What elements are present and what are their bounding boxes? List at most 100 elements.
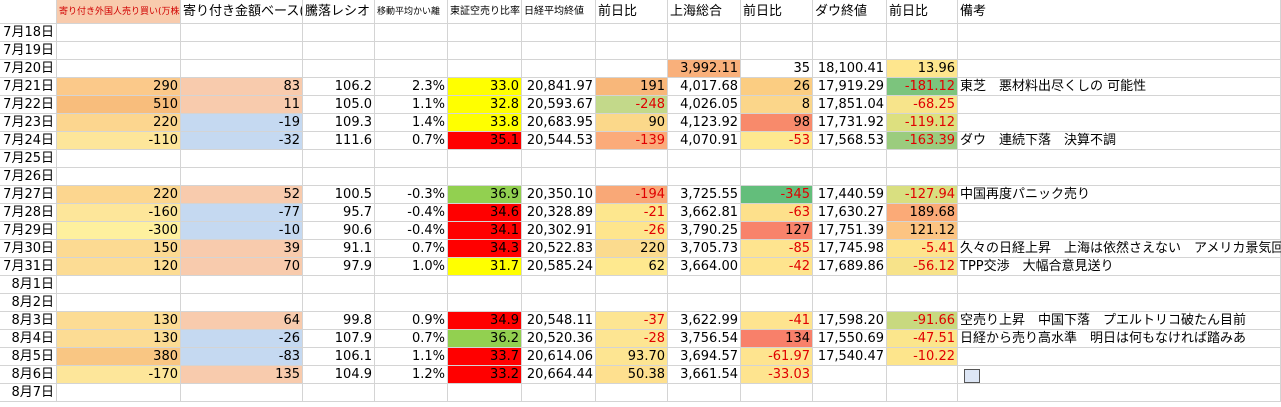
cell[interactable]: 0.7%: [375, 240, 448, 258]
column-header[interactable]: 移動平均かい離: [375, 0, 448, 24]
cell[interactable]: 34.1: [448, 222, 522, 240]
cell[interactable]: -160: [57, 204, 181, 222]
cell[interactable]: -47.51: [887, 330, 958, 348]
cell[interactable]: 64: [181, 312, 303, 330]
row-label[interactable]: 7月19日: [0, 42, 57, 60]
cell[interactable]: 90.6: [303, 222, 375, 240]
cell[interactable]: 1.1%: [375, 96, 448, 114]
cell[interactable]: [522, 276, 596, 294]
cell[interactable]: [813, 42, 887, 60]
cell[interactable]: [57, 60, 181, 78]
column-header[interactable]: 寄り付き外国人売り買い(万株): [57, 0, 181, 24]
column-header[interactable]: ダウ終値: [813, 0, 887, 24]
cell[interactable]: [375, 42, 448, 60]
cell[interactable]: [887, 276, 958, 294]
column-header[interactable]: 上海総合: [668, 0, 741, 24]
cell[interactable]: [813, 150, 887, 168]
cell[interactable]: -194: [596, 186, 668, 204]
cell[interactable]: [958, 222, 1281, 240]
cell[interactable]: [813, 24, 887, 42]
cell[interactable]: [303, 60, 375, 78]
cell[interactable]: [303, 168, 375, 186]
cell[interactable]: [887, 294, 958, 312]
cell[interactable]: 17,540.47: [813, 348, 887, 366]
cell[interactable]: [958, 60, 1281, 78]
cell[interactable]: [375, 384, 448, 402]
cell[interactable]: [522, 150, 596, 168]
row-label[interactable]: 8月7日: [0, 384, 57, 402]
cell[interactable]: 83: [181, 78, 303, 96]
row-label[interactable]: 7月31日: [0, 258, 57, 276]
cell[interactable]: 20,593.67: [522, 96, 596, 114]
cell[interactable]: 1.0%: [375, 258, 448, 276]
cell[interactable]: [522, 168, 596, 186]
cell[interactable]: 31.7: [448, 258, 522, 276]
cell[interactable]: [57, 42, 181, 60]
cell[interactable]: 3,756.54: [668, 330, 741, 348]
cell[interactable]: 52: [181, 186, 303, 204]
cell[interactable]: 26: [741, 78, 813, 96]
cell[interactable]: 20,520.36: [522, 330, 596, 348]
row-label[interactable]: 7月25日: [0, 150, 57, 168]
cell[interactable]: -10.22: [887, 348, 958, 366]
cell[interactable]: -0.4%: [375, 204, 448, 222]
cell[interactable]: 35: [741, 60, 813, 78]
cell[interactable]: [958, 24, 1281, 42]
cell[interactable]: [596, 150, 668, 168]
cell[interactable]: 0.7%: [375, 132, 448, 150]
cell[interactable]: -77: [181, 204, 303, 222]
cell[interactable]: 33.8: [448, 114, 522, 132]
cell[interactable]: [303, 276, 375, 294]
cell[interactable]: 0.7%: [375, 330, 448, 348]
column-header[interactable]: 騰落レシオ: [303, 0, 375, 24]
cell[interactable]: 3,662.81: [668, 204, 741, 222]
row-label[interactable]: 7月29日: [0, 222, 57, 240]
cell[interactable]: 20,548.11: [522, 312, 596, 330]
cell[interactable]: 17,550.69: [813, 330, 887, 348]
cell[interactable]: -5.41: [887, 240, 958, 258]
cell[interactable]: 32.8: [448, 96, 522, 114]
row-label[interactable]: 8月1日: [0, 276, 57, 294]
cell[interactable]: 98: [741, 114, 813, 132]
cell[interactable]: -300: [57, 222, 181, 240]
cell[interactable]: [958, 114, 1281, 132]
cell[interactable]: 1.2%: [375, 366, 448, 384]
cell[interactable]: [522, 384, 596, 402]
column-header[interactable]: 備考: [958, 0, 1281, 24]
cell[interactable]: [596, 276, 668, 294]
cell[interactable]: -181.12: [887, 78, 958, 96]
cell[interactable]: [448, 276, 522, 294]
cell[interactable]: 17,745.98: [813, 240, 887, 258]
cell[interactable]: 3,622.99: [668, 312, 741, 330]
cell[interactable]: 135: [181, 366, 303, 384]
cell[interactable]: -170: [57, 366, 181, 384]
cell[interactable]: [741, 294, 813, 312]
cell[interactable]: [448, 60, 522, 78]
column-header[interactable]: 日経平均終値: [522, 0, 596, 24]
cell[interactable]: 17,751.39: [813, 222, 887, 240]
cell[interactable]: -28: [596, 330, 668, 348]
cell[interactable]: [57, 24, 181, 42]
cell[interactable]: [887, 366, 958, 384]
cell[interactable]: -19: [181, 114, 303, 132]
cell[interactable]: 33.7: [448, 348, 522, 366]
cell[interactable]: [741, 168, 813, 186]
cell[interactable]: 105.0: [303, 96, 375, 114]
cell[interactable]: -139: [596, 132, 668, 150]
cell[interactable]: 3,705.73: [668, 240, 741, 258]
cell[interactable]: 20,328.89: [522, 204, 596, 222]
cell[interactable]: [522, 294, 596, 312]
cell[interactable]: [958, 96, 1281, 114]
cell[interactable]: 220: [596, 240, 668, 258]
cell[interactable]: 106.2: [303, 78, 375, 96]
cell[interactable]: 11: [181, 96, 303, 114]
row-label[interactable]: 8月6日: [0, 366, 57, 384]
cell[interactable]: [375, 150, 448, 168]
row-label[interactable]: 7月27日: [0, 186, 57, 204]
cell[interactable]: -127.94: [887, 186, 958, 204]
paste-options-icon[interactable]: [964, 369, 980, 383]
cell[interactable]: [375, 168, 448, 186]
cell[interactable]: [813, 276, 887, 294]
cell[interactable]: -0.3%: [375, 186, 448, 204]
cell[interactable]: -61.97: [741, 348, 813, 366]
